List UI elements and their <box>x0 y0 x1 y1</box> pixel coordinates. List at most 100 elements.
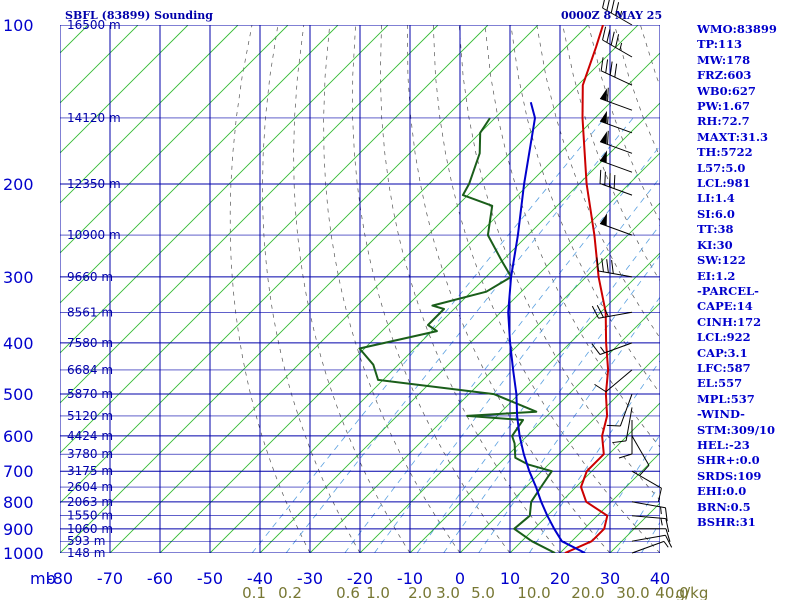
index-value: LCL:981 <box>697 176 751 191</box>
mixing-ratio-label: g/kg <box>676 584 709 600</box>
index-value: EHI:0.0 <box>697 484 747 499</box>
dewpoint-line <box>358 117 556 553</box>
pressure-tick-label: 400 <box>3 334 34 353</box>
index-value: SI:6.0 <box>697 206 735 221</box>
index-value: LCL:922 <box>697 330 751 345</box>
isotherm <box>109 25 639 553</box>
height-label: 3780 m <box>67 447 113 461</box>
wind-barb <box>631 435 650 476</box>
isotherm <box>259 152 660 553</box>
mixing-ratio-label: 0.6 <box>336 584 360 600</box>
mixing-ratio-label: 20.0 <box>571 584 604 600</box>
height-label: 1060 m <box>67 522 113 536</box>
height-label: 5870 m <box>67 387 113 401</box>
index-value: PW:1.67 <box>697 99 751 114</box>
index-value: FRZ:603 <box>697 68 752 83</box>
wind-barb <box>599 213 633 236</box>
height-label: 148 m <box>67 546 105 560</box>
wind-barb <box>600 57 633 86</box>
pressure-tick-label: 700 <box>3 462 34 481</box>
wind-barb <box>631 540 669 554</box>
mixing-ratio-line <box>443 254 660 553</box>
isotherm <box>60 25 389 354</box>
mixing-ratio-label: 10.0 <box>517 584 550 600</box>
temp-tick-label: 30 <box>600 569 620 588</box>
index-value: KI:30 <box>697 237 733 252</box>
height-label: 14120 m <box>67 111 121 125</box>
index-value: SRDS:109 <box>697 468 762 483</box>
mixing-ratio-label: 2.0 <box>408 584 432 600</box>
pressure-tick-label: 300 <box>3 268 34 287</box>
mixing-ratio-line <box>285 117 634 553</box>
height-label: 2063 m <box>67 495 113 509</box>
height-label: 8561 m <box>67 305 113 319</box>
dry-adiabat <box>262 25 361 553</box>
mixing-ratio-line <box>478 296 660 553</box>
index-value: MAXT:31.3 <box>697 129 768 144</box>
wind-barb <box>594 369 633 393</box>
wind-barb <box>591 342 633 355</box>
index-value: LFC:587 <box>697 360 751 375</box>
index-value: MPL:537 <box>697 391 755 406</box>
height-label: 7580 m <box>67 336 113 350</box>
pressure-tick-label: 900 <box>3 520 34 539</box>
temp-tick-label: 40 <box>650 569 670 588</box>
dry-adiabat <box>458 25 660 501</box>
mixing-ratio-label: 40.0 <box>655 584 688 600</box>
wind-barb <box>606 393 633 427</box>
wind-barb <box>602 0 633 26</box>
wind-barb <box>602 26 633 58</box>
pressure-tick-label: 800 <box>3 493 34 512</box>
pressure-unit-label: mb <box>30 569 56 588</box>
wind-barb <box>618 420 633 459</box>
index-value: RH:72.7 <box>697 114 750 129</box>
index-value: -WIND- <box>697 407 745 422</box>
mixing-ratio-label: 3.0 <box>436 584 460 600</box>
pressure-tick-label: 100 <box>3 16 34 35</box>
temp-tick-label: 10 <box>500 569 520 588</box>
wind-barb <box>631 515 670 533</box>
temp-tick-label: -60 <box>147 569 173 588</box>
height-label: 12350 m <box>67 177 121 191</box>
index-value: EL:557 <box>697 376 743 391</box>
temp-tick-label: -70 <box>97 569 123 588</box>
time-label: 0000Z 8 MAY 25 <box>561 9 663 22</box>
isotherm <box>209 102 660 553</box>
isotherm <box>60 25 289 254</box>
wind-barb <box>612 407 633 444</box>
mixing-ratio-label: 0.2 <box>278 584 302 600</box>
height-label: 16500 m <box>67 18 121 32</box>
index-value: BRN:0.5 <box>697 499 751 514</box>
index-value: SHR+:0.0 <box>697 453 760 468</box>
index-value: WMO:83899 <box>697 22 777 36</box>
mixing-ratio-label: 30.0 <box>616 584 649 600</box>
index-value: CINH:172 <box>697 314 762 329</box>
dry-adiabat <box>229 25 311 553</box>
wind-barb <box>591 305 633 319</box>
temperature-line <box>564 25 610 553</box>
isotherm <box>60 25 189 154</box>
index-value: TP:113 <box>697 37 743 52</box>
wind-barb <box>599 87 633 111</box>
parcel-line <box>507 101 586 553</box>
index-value: L57:5.0 <box>697 160 746 175</box>
dry-adiabat <box>379 25 561 553</box>
temp-tick-label: -80 <box>47 569 73 588</box>
isotherm <box>459 352 660 553</box>
height-label: 6684 m <box>67 363 113 377</box>
index-value: CAP:3.1 <box>697 345 748 360</box>
isotherm <box>60 25 589 553</box>
wind-barb <box>631 470 662 502</box>
wind-barb <box>631 501 668 522</box>
temp-tick-label: 20 <box>550 569 570 588</box>
dry-adiabat <box>352 25 511 553</box>
dry-adiabat <box>293 25 411 553</box>
isotherm <box>409 302 660 553</box>
isotherm <box>60 25 239 204</box>
height-label: 9660 m <box>67 270 113 284</box>
isotherm <box>60 25 339 304</box>
isotherm <box>559 452 660 553</box>
wind-barb <box>599 150 633 173</box>
index-value: EI:1.2 <box>697 268 736 283</box>
